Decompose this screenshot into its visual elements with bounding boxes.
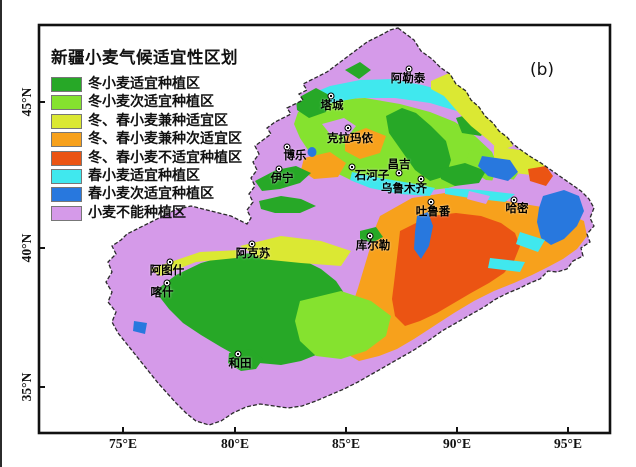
legend-item: 冬小麦适宜种植区 — [51, 77, 242, 92]
legend-item: 冬、春小麦不适宜种植区 — [51, 149, 242, 166]
region-urumqi-cyan — [350, 172, 435, 196]
legend-swatch — [51, 168, 82, 184]
city-marker-dot — [283, 143, 291, 151]
region-tacheng-green — [296, 88, 331, 118]
legend-swatch — [51, 77, 82, 92]
legend-swatch — [51, 187, 82, 203]
city-marker-dot — [395, 169, 403, 177]
city-marker-dot — [234, 350, 242, 358]
legend: 新疆小麦气候适宜性区划 冬小麦适宜种植区 冬小麦次适宜种植区 冬、春小麦兼种适宜区冬… — [51, 44, 242, 224]
city-label: 喀什 — [150, 285, 174, 299]
legend-item: 冬、春小麦兼种次适宜区 — [51, 131, 242, 148]
x-tick-label: 90°E — [443, 436, 471, 451]
city-label: 阿图什 — [149, 263, 185, 277]
region-karamay-purple-streak — [322, 118, 356, 136]
city-label: 吐鲁番 — [415, 204, 451, 218]
region-hami-purple-streak-b — [467, 191, 490, 204]
x-tick-label: 85°E — [332, 436, 360, 451]
city-marker-dot — [405, 65, 413, 73]
axis-tick-marks — [40, 101, 569, 432]
legend-swatch — [51, 205, 82, 221]
region-hotan-east-green — [295, 291, 391, 359]
legend-label: 小麦不能种植区 — [88, 204, 186, 221]
legend-label: 冬、春小麦兼种次适宜区 — [88, 131, 242, 148]
legend-label: 冬、春小麦兼种适宜区 — [88, 112, 228, 129]
region-hami-purple-streak-a — [491, 176, 541, 199]
city-label: 和田 — [228, 356, 252, 370]
city-marker-dot — [348, 163, 356, 171]
legend-swatch — [51, 113, 82, 129]
map-frame — [37, 23, 612, 435]
city-label: 博乐 — [283, 148, 307, 162]
legend-items: 冬小麦适宜种植区 冬小麦次适宜种植区 冬、春小麦兼种适宜区 冬、春小麦兼种次适宜区 冬、… — [51, 77, 242, 221]
region-tarim-north-yellow — [240, 236, 351, 266]
legend-label: 春小麦适宜种植区 — [88, 167, 200, 184]
city-label: 石河子 — [354, 168, 390, 182]
region-kashgar-blue — [133, 321, 147, 334]
region-north-small-green — [345, 62, 371, 79]
y-tick-label: 45°N — [19, 87, 34, 117]
city-marker-dot — [417, 175, 425, 183]
region-northeast-red-patch — [528, 166, 553, 186]
y-tick-label: 35°N — [19, 372, 34, 402]
region-east-of-urumqi-green — [440, 163, 486, 186]
region-turpan-blue — [414, 212, 433, 259]
x-tick-label: 80°E — [221, 436, 249, 451]
city-marker-dot — [510, 196, 518, 204]
region-hami-cyan-a — [516, 232, 545, 252]
city-marker-dot — [327, 92, 335, 100]
y-tick-label: 40°N — [19, 233, 34, 263]
legend-item: 冬小麦次适宜种植区 — [51, 94, 242, 111]
city-label: 昌吉 — [387, 157, 411, 171]
city-marker-dot — [427, 198, 435, 206]
scan-edge-line — [0, 0, 2, 467]
sayram-lake — [307, 147, 317, 157]
city-label: 阿勒泰 — [390, 71, 426, 85]
legend-swatch — [51, 132, 82, 148]
legend-label: 冬、春小麦不适宜种植区 — [88, 149, 242, 166]
province-boundary — [105, 27, 595, 426]
city-marker-dot — [275, 165, 283, 173]
x-tick-label: 75°E — [109, 436, 137, 451]
legend-item: 春小麦次适宜种植区 — [51, 186, 242, 203]
legend-item: 冬、春小麦兼种适宜区 — [51, 112, 242, 129]
city-marker-dot — [344, 124, 352, 132]
legend-label: 冬小麦次适宜种植区 — [88, 94, 214, 111]
city-label: 伊宁 — [270, 171, 294, 185]
city-label: 阿克苏 — [235, 246, 271, 260]
city-label: 塔城 — [320, 98, 344, 112]
city-marker-dot — [248, 240, 256, 248]
city-marker-dot — [366, 232, 374, 240]
city-label: 库尔勒 — [355, 238, 391, 252]
region-ili-green-a — [255, 166, 311, 191]
region-ili-green-b — [259, 196, 316, 213]
legend-title: 新疆小麦气候适宜性区划 — [51, 48, 238, 67]
city-label: 乌鲁木齐 — [381, 181, 427, 195]
region-bole-orange — [301, 152, 346, 179]
legend-swatch — [51, 150, 82, 166]
region-north-cyan-band — [306, 79, 478, 112]
legend-item: 春小麦适宜种植区 — [51, 167, 242, 184]
city-label: 哈密 — [505, 201, 529, 215]
region-northeast-yellow — [431, 70, 513, 151]
region-hami-north-blue — [478, 156, 518, 181]
legend-label: 冬小麦适宜种植区 — [88, 76, 200, 92]
city-marker-dot — [166, 258, 174, 266]
region-hami-cyan-b — [488, 258, 525, 272]
x-tick-label: 95°E — [554, 436, 582, 451]
city-marker-dot — [163, 279, 171, 287]
legend-item: 小麦不能种植区 — [51, 204, 242, 221]
region-tarim-west-yellow — [150, 250, 240, 276]
legend-swatch — [51, 95, 82, 111]
legend-label: 春小麦次适宜种植区 — [88, 186, 214, 203]
region-altay-forest — [386, 108, 451, 181]
region-hami-blue — [537, 190, 584, 245]
region-junggar-orange — [345, 128, 386, 159]
city-label: 克拉玛依 — [327, 131, 373, 145]
panel-label: (b) — [529, 60, 555, 80]
map-regions — [106, 28, 594, 425]
